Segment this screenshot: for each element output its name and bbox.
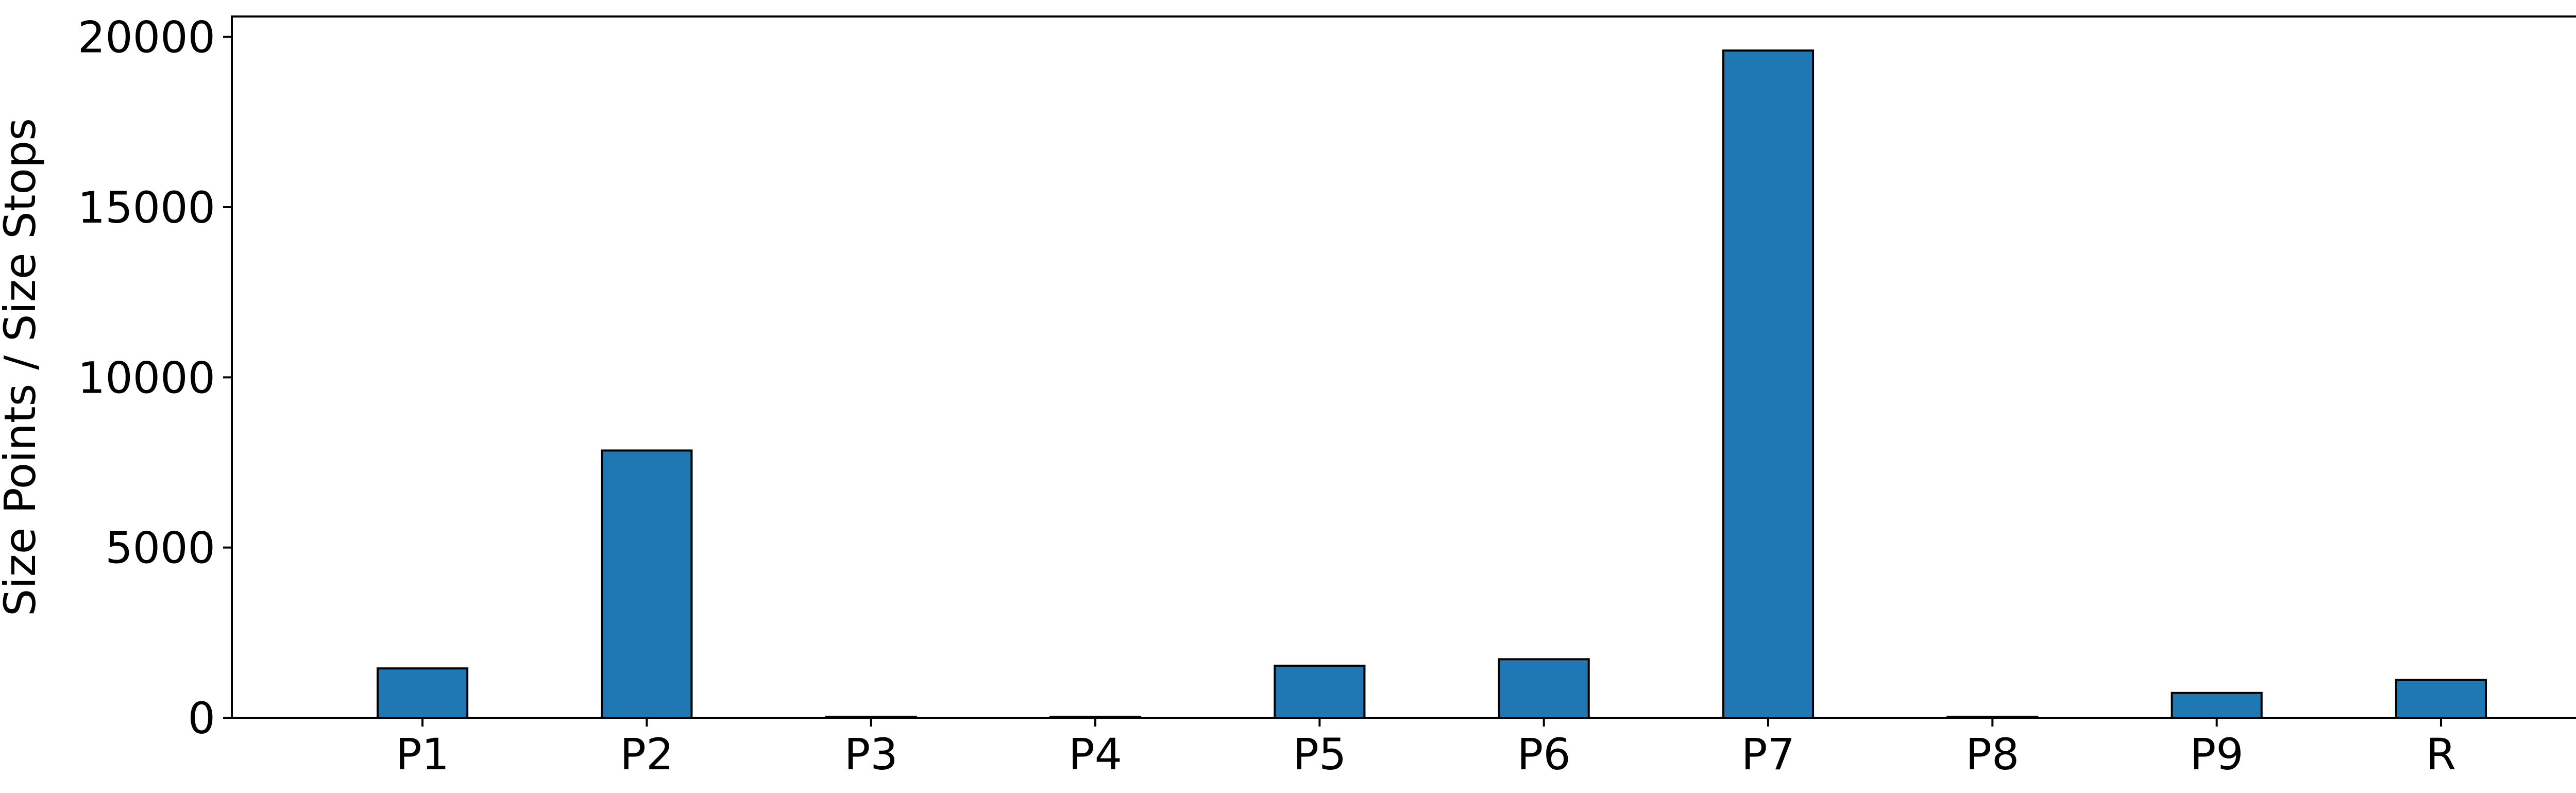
y-tick-label: 5000 <box>105 523 215 573</box>
y-axis: 0 5000 10000 15000 20000 <box>78 12 232 744</box>
x-tick-label: P5 <box>1293 729 1346 780</box>
x-tick-label: P4 <box>1069 729 1122 780</box>
y-tick-label: 10000 <box>78 352 215 403</box>
bar-p2 <box>601 449 693 719</box>
bars-group <box>376 49 2487 719</box>
x-tick-label: P9 <box>2190 729 2244 780</box>
x-tick-label: P8 <box>1965 729 2019 780</box>
y-tick-label: 20000 <box>78 12 215 63</box>
plot-frame <box>231 15 2576 719</box>
y-axis-label: Size Points / Size Stops <box>0 118 45 616</box>
bar-p5 <box>1274 664 1366 719</box>
bar-p9 <box>2171 691 2263 719</box>
x-tick-label: P1 <box>396 729 449 780</box>
y-tick-label: 0 <box>188 693 215 744</box>
x-tick-label: P2 <box>620 729 673 780</box>
x-tick-label: P3 <box>844 729 898 780</box>
bar-p7 <box>1722 49 1815 719</box>
x-tick-label: R <box>2426 729 2456 780</box>
bar-r <box>2395 679 2487 719</box>
x-tick-label: P7 <box>1741 729 1795 780</box>
y-tick-label: 15000 <box>78 182 215 233</box>
bar-p1 <box>376 667 469 719</box>
x-axis: P1 P2 P3 P4 P5 P6 P7 P8 P9 R <box>396 718 2456 780</box>
bar-p6 <box>1498 658 1590 719</box>
x-tick-label: P6 <box>1517 729 1571 780</box>
